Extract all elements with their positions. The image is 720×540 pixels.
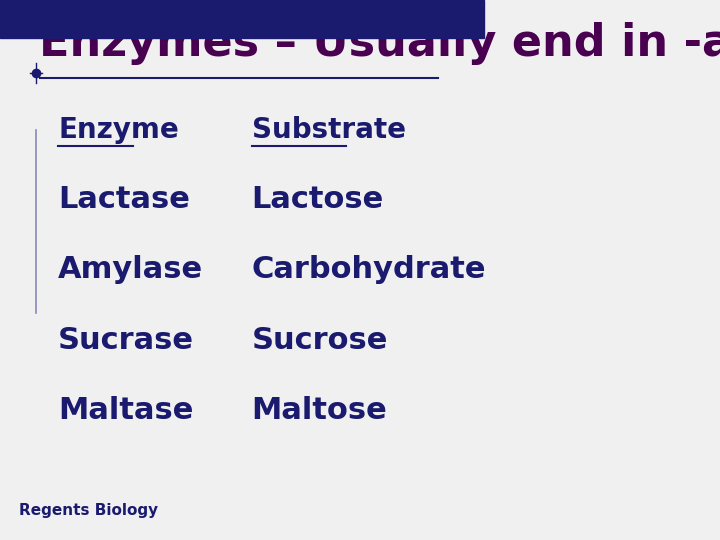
- Text: Carbohydrate: Carbohydrate: [251, 255, 486, 285]
- FancyBboxPatch shape: [0, 0, 484, 38]
- Text: Substrate: Substrate: [251, 116, 405, 144]
- Text: Regents Biology: Regents Biology: [19, 503, 158, 518]
- Text: Maltose: Maltose: [251, 396, 387, 425]
- Text: Enzymes – Usually end in -ase: Enzymes – Usually end in -ase: [39, 22, 720, 65]
- Text: Sucrase: Sucrase: [58, 326, 194, 355]
- Text: Maltase: Maltase: [58, 396, 194, 425]
- Text: Lactose: Lactose: [251, 185, 384, 214]
- Text: Amylase: Amylase: [58, 255, 203, 285]
- Text: Sucrose: Sucrose: [251, 326, 388, 355]
- Text: Enzyme: Enzyme: [58, 116, 179, 144]
- Text: Lactase: Lactase: [58, 185, 190, 214]
